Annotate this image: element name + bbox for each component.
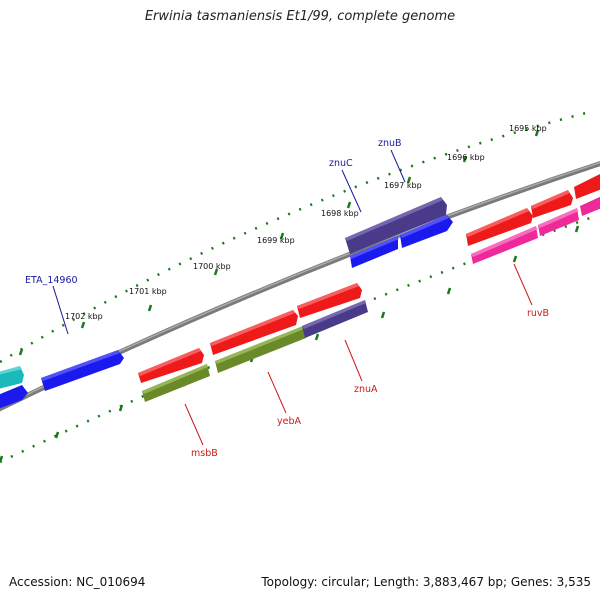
gene-feature-left-cyan[interactable] [0, 366, 24, 389]
scale-tick [534, 129, 540, 137]
leader-line-ruvB [513, 263, 533, 306]
leader-line-ETA_14960 [52, 285, 69, 335]
scale-tick [279, 232, 285, 240]
outer-scale-major-ticks [18, 129, 540, 356]
scale-tick [0, 455, 4, 463]
accession-text: Accession: NC_010694 [9, 575, 146, 589]
scale-tick [147, 304, 153, 312]
gene-feature-msbB[interactable] [138, 348, 210, 402]
gene-label-znuC[interactable]: znuC [329, 158, 353, 169]
gene-feature-yebA[interactable] [210, 310, 306, 373]
scale-label-1699: 1699 kbp [257, 236, 295, 245]
scale-label-1698: 1698 kbp [321, 209, 359, 218]
gene-feature-ruvB-group[interactable] [466, 173, 600, 264]
gene-label-ruvB[interactable]: ruvB [527, 308, 549, 319]
genome-title: Erwinia tasmaniensis Et1/99, complete ge… [144, 9, 456, 24]
scale-tick [18, 348, 24, 356]
label-leaders-forward [52, 149, 406, 335]
scale-label-1697: 1697 kbp [384, 181, 422, 190]
gene-label-yebA[interactable]: yebA [277, 416, 301, 427]
scale-tick [446, 287, 452, 295]
scale-tick [118, 404, 124, 412]
scale-label-1695: 1695 kbp [509, 124, 547, 133]
scale-tick [406, 176, 412, 184]
gene-feature-ETA_14960[interactable] [41, 350, 124, 391]
scale-label-1701: 1701 kbp [129, 287, 167, 296]
gene-label-znuA[interactable]: znuA [354, 384, 378, 395]
gene-label-ETA_14960[interactable]: ETA_14960 [25, 275, 78, 286]
leader-line-znuB [390, 149, 406, 183]
leader-line-msbB [184, 403, 204, 446]
scale-label-1700: 1700 kbp [193, 262, 231, 271]
scale-tick [80, 321, 86, 329]
scale-tick [574, 225, 580, 233]
scale-tick [380, 311, 386, 319]
scale-tick [512, 255, 518, 263]
gene-feature-znuC[interactable] [350, 215, 453, 268]
label-leaders-reverse [184, 263, 533, 446]
scale-tick [346, 201, 352, 209]
genome-summary-text: Topology: circular; Length: 3,883,467 bp… [261, 575, 591, 589]
gene-feature-left-blue-reverse[interactable] [0, 385, 28, 409]
scale-tick [54, 431, 60, 439]
leader-line-znuA [344, 339, 363, 382]
gene-feature-znuB-cds[interactable] [345, 197, 447, 254]
leader-line-yebA [267, 371, 287, 414]
leader-line-znuC [341, 169, 362, 213]
scale-label-1702: 1702 kbp [65, 312, 103, 321]
gene-label-znuB[interactable]: znuB [378, 138, 402, 149]
scale-tick [314, 333, 320, 341]
scale-tick [213, 268, 219, 276]
scale-label-1696: 1696 kbp [447, 153, 485, 162]
gene-feature-znuA[interactable] [297, 283, 368, 338]
scale-tick [462, 155, 468, 163]
gene-label-msbB[interactable]: msbB [191, 448, 218, 459]
